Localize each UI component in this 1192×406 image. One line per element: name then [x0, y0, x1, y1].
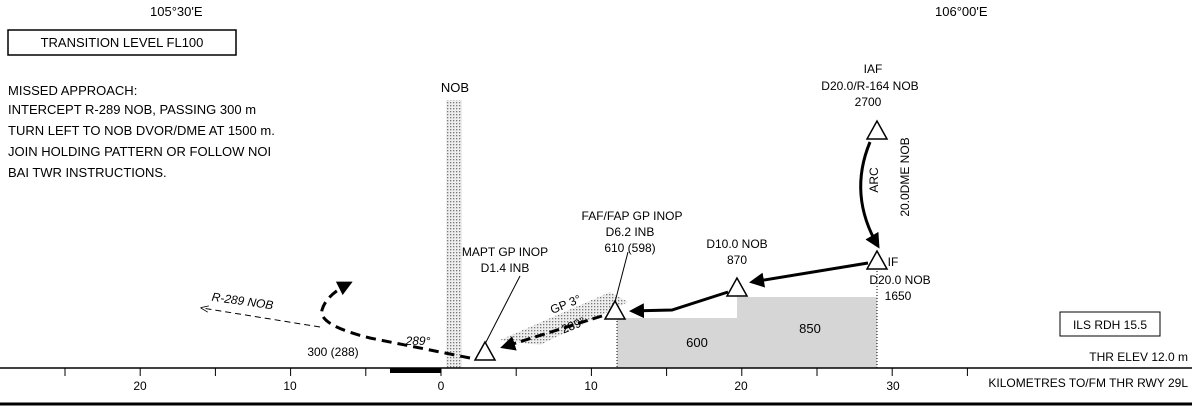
leader — [484, 275, 521, 345]
terrain-label: 600 — [686, 335, 708, 350]
arc-label: ARC — [867, 167, 881, 193]
scale-label: 20 — [133, 379, 147, 393]
arc-label: 20.0DME NOB — [898, 137, 912, 216]
fix-triangle — [473, 340, 497, 361]
radial-label: R-289 NOB — [211, 290, 274, 312]
rdh-label: ILS RDH 15.5 — [1073, 318, 1147, 332]
arc-path — [859, 141, 880, 249]
longitude: 106°00'E — [935, 4, 988, 19]
final-track — [500, 314, 603, 351]
scale-ticks — [64, 368, 968, 376]
track — [629, 290, 729, 319]
scale-label: 20 — [734, 379, 748, 393]
scale-label: 30 — [886, 379, 900, 393]
text-line: TURN LEFT TO NOB DVOR/DME AT 1500 m. — [8, 123, 275, 138]
scale-title: KILOMETRES TO/FM THR RWY 29L — [988, 376, 1188, 390]
nob-band — [446, 100, 462, 368]
scale-label: 10 — [283, 379, 297, 393]
scale-label: 0 — [438, 379, 445, 393]
fix-label: D1.4 INB — [481, 261, 530, 275]
course-label: 289° — [405, 334, 431, 348]
scale-label: 10 — [584, 379, 598, 393]
transition-box — [7, 29, 237, 56]
radial-track — [202, 308, 321, 328]
fix-label: D20.0 NOB — [869, 273, 930, 287]
fix-triangle — [865, 119, 889, 140]
terrain-label: 850 — [799, 321, 821, 336]
gp-band — [500, 292, 628, 345]
fix-label: D10.0 NOB — [706, 237, 767, 251]
thr-elev: THR ELEV 12.0 m — [1089, 350, 1188, 364]
fix-label: 2700 — [855, 95, 882, 109]
fix-triangle — [865, 249, 889, 270]
transition-level: TRANSITION LEVEL FL100 — [41, 35, 204, 50]
fix-triangle — [603, 299, 627, 320]
missed-track — [320, 281, 471, 360]
longitude: 105°30'E — [150, 4, 203, 19]
fix-label: D6.2 INB — [606, 225, 655, 239]
fix-label: 610 (598) — [604, 241, 655, 255]
fix-label: FAF/FAP GP INOP — [582, 209, 683, 223]
terrain — [617, 297, 877, 368]
text-line: JOIN HOLDING PATTERN OR FOLLOW NOI — [8, 144, 271, 159]
nob-label: NOB — [441, 80, 469, 95]
fix-label: IAF — [864, 62, 883, 76]
fix-label: MAPT GP INOP — [462, 245, 548, 259]
fix-label: D20.0/R-164 NOB — [821, 79, 918, 93]
leader — [614, 251, 629, 303]
fix-label: 870 — [727, 253, 747, 267]
text-line: BAI TWR INSTRUCTIONS. — [8, 165, 167, 180]
rdh-box — [1059, 311, 1161, 337]
runway-bar — [390, 368, 441, 373]
track — [749, 261, 869, 288]
altitude-label: 300 (288) — [307, 345, 358, 359]
fix-triangle — [725, 276, 749, 297]
fix-label: 1650 — [885, 289, 912, 303]
text-line: INTERCEPT R-289 NOB, PASSING 300 m — [8, 102, 256, 117]
text-line: MISSED APPROACH: — [8, 83, 137, 98]
missed-approach-text: MISSED APPROACH: INTERCEPT R-289 NOB, PA… — [8, 83, 275, 180]
fix-label: IF — [888, 255, 899, 269]
